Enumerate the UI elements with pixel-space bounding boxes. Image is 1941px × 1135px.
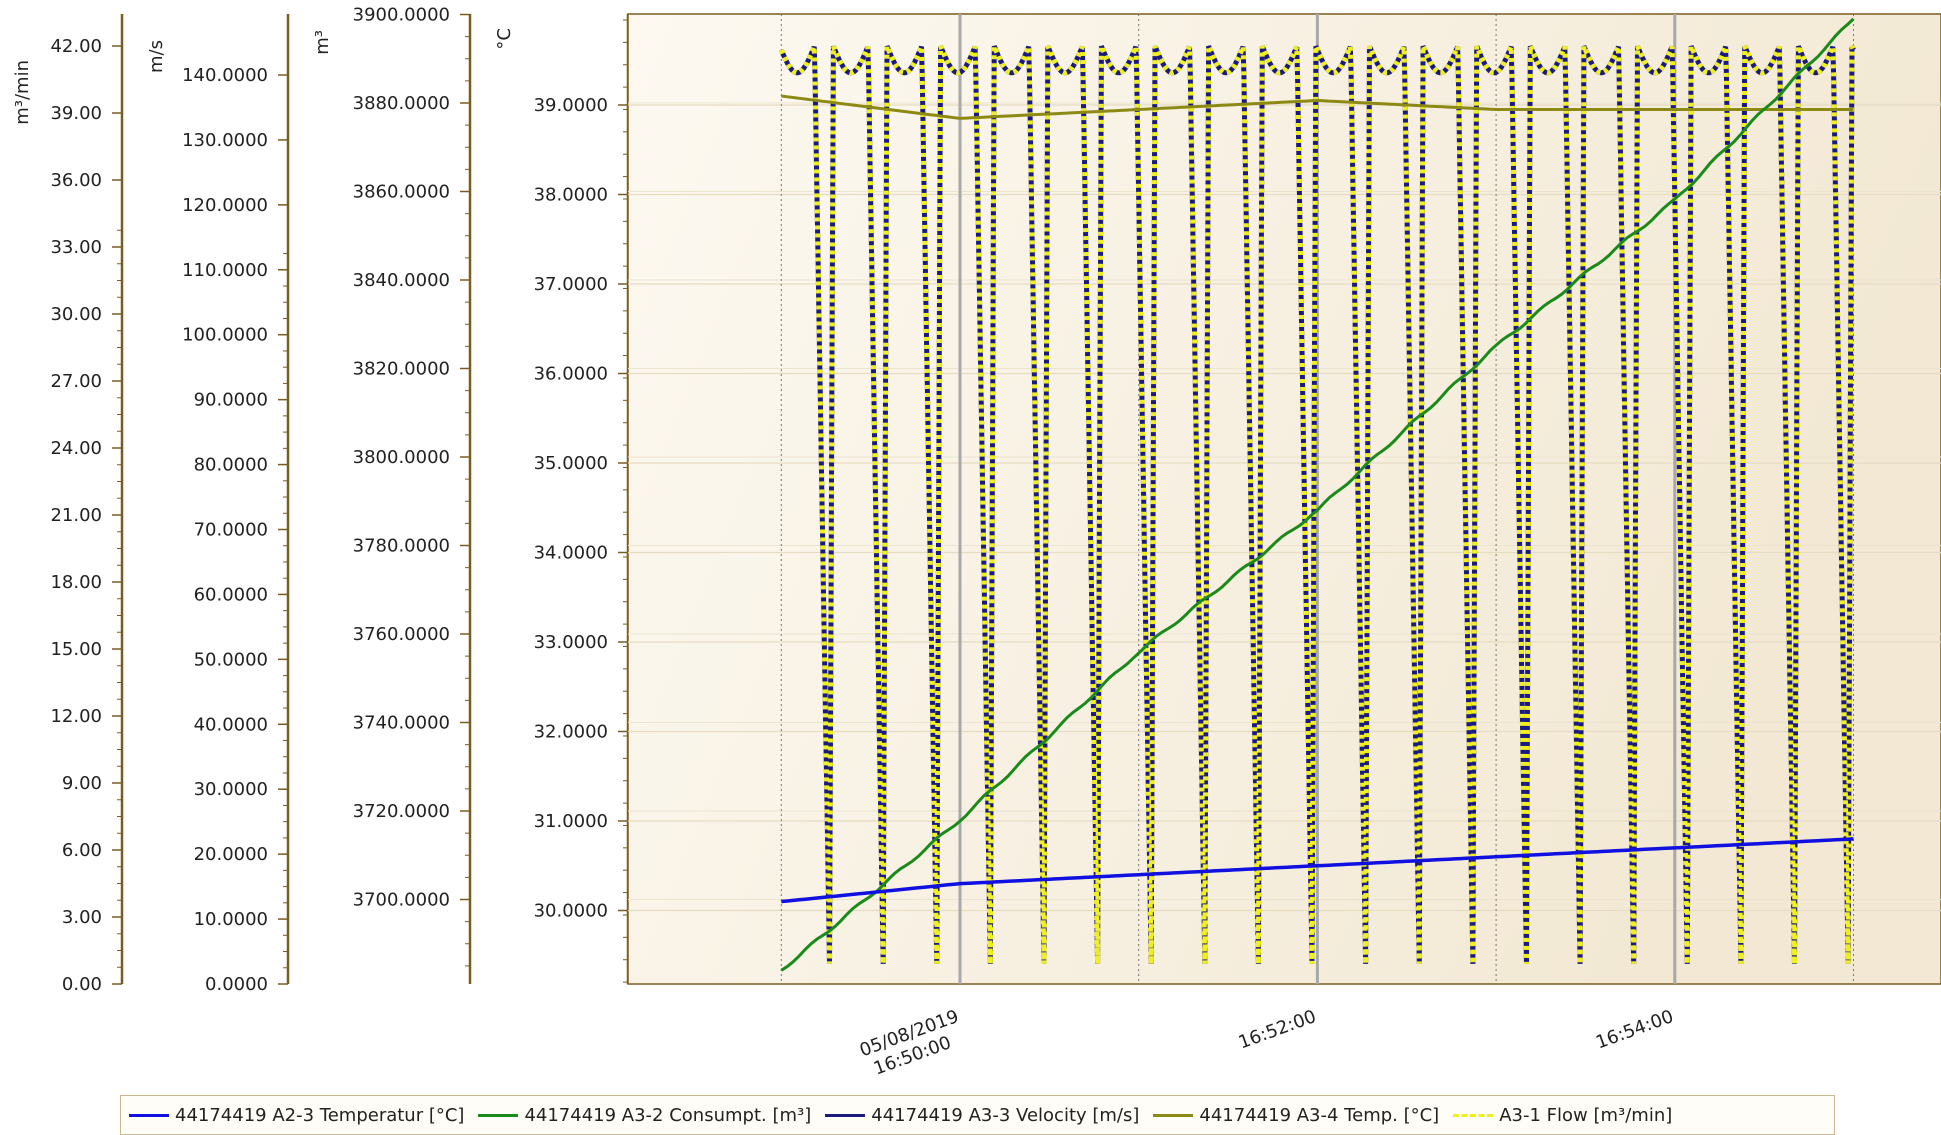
y-tick-label: 3.00 bbox=[62, 907, 102, 928]
y-tick-label: 3780.0000 bbox=[353, 536, 450, 557]
legend-label: 44174419 A3-4 Temp. [°C] bbox=[1199, 1104, 1440, 1126]
y-tick-label: 20.0000 bbox=[194, 844, 268, 865]
series-a23-temperature-line bbox=[781, 837, 1854, 904]
y-tick-label: 31.0000 bbox=[534, 811, 608, 832]
series-consumption-line bbox=[780, 17, 1855, 972]
legend-swatch bbox=[1453, 1113, 1494, 1117]
y-tick-label: 130.0000 bbox=[182, 130, 268, 151]
y-tick-label: 32.0000 bbox=[534, 722, 608, 743]
legend-item: 44174419 A2-3 Temperatur [°C] bbox=[129, 1105, 464, 1126]
y-tick-label: 50.0000 bbox=[194, 649, 268, 670]
legend-swatch bbox=[478, 1113, 519, 1117]
y-tick-label: 140.0000 bbox=[182, 65, 268, 86]
y-axes: m³/min 0.00 3.00 6.00 9.00 12.00 15.00 18.00 21.… bbox=[12, 5, 630, 995]
series bbox=[779, 17, 1856, 972]
y-tick-label: 38.0000 bbox=[534, 185, 608, 206]
y-tick-label: 36.0000 bbox=[534, 364, 608, 385]
y-tick-label: 35.0000 bbox=[534, 453, 608, 474]
y-tick-label: 3720.0000 bbox=[353, 801, 450, 822]
x-tick-time: 16:54:00 bbox=[1593, 1006, 1676, 1053]
legend-label: 44174419 A3-3 Velocity [m/s] bbox=[871, 1104, 1140, 1126]
y-tick-label: 120.0000 bbox=[182, 195, 268, 216]
y-tick-label: 34.0000 bbox=[534, 543, 608, 564]
y-tick-label: 39.00 bbox=[50, 103, 102, 124]
y-tick-label: 0.00 bbox=[62, 974, 102, 995]
y-tick-label: 36.00 bbox=[50, 170, 102, 191]
y-tick-label: 9.00 bbox=[62, 773, 102, 794]
y-tick-label: 15.00 bbox=[50, 639, 102, 660]
y-axis-unit-label: m³/min bbox=[12, 60, 33, 125]
x-tick-group: 16:52:00 bbox=[1236, 1006, 1319, 1053]
legend-label: A3-1 Flow [m³/min] bbox=[1499, 1104, 1673, 1126]
legend-label: 44174419 A3-2 Consumpt. [m³] bbox=[524, 1104, 812, 1126]
y-tick-label: 24.00 bbox=[50, 438, 102, 459]
y-tick-label: 3840.0000 bbox=[353, 270, 450, 291]
y-tick-label: 3820.0000 bbox=[353, 359, 450, 380]
x-tick-time: 16:52:00 bbox=[1236, 1006, 1319, 1053]
y-tick-label: 30.0000 bbox=[194, 779, 268, 800]
y-tick-label: 42.00 bbox=[50, 36, 102, 57]
y-tick-label: 110.0000 bbox=[182, 260, 268, 281]
legend-item: 44174419 A3-3 Velocity [m/s] bbox=[825, 1105, 1139, 1126]
y-axis-unit-label: °C bbox=[494, 28, 515, 50]
y-tick-label: 3860.0000 bbox=[353, 182, 450, 203]
y-tick-label: 3740.0000 bbox=[353, 713, 450, 734]
y-tick-label: 39.0000 bbox=[534, 95, 608, 116]
y-tick-label: 6.00 bbox=[62, 840, 102, 861]
y-tick-label: 70.0000 bbox=[194, 520, 268, 541]
legend-item: 44174419 A3-4 Temp. [°C] bbox=[1153, 1105, 1439, 1126]
legend-item: A3-1 Flow [m³/min] bbox=[1453, 1105, 1672, 1126]
y-tick-label: 3760.0000 bbox=[353, 624, 450, 645]
y-tick-label: 33.00 bbox=[50, 237, 102, 258]
y-tick-label: 18.00 bbox=[50, 572, 102, 593]
y-tick-label: 30.0000 bbox=[534, 901, 608, 922]
y-tick-label: 40.0000 bbox=[194, 714, 268, 735]
legend-swatch bbox=[825, 1113, 866, 1117]
legend-item: 44174419 A3-2 Consumpt. [m³] bbox=[478, 1105, 811, 1126]
legend-swatch bbox=[129, 1113, 169, 1117]
y-tick-label: 3700.0000 bbox=[353, 890, 450, 911]
y-axis-unit-label: m³ bbox=[312, 30, 333, 55]
y-tick-label: 21.00 bbox=[50, 505, 102, 526]
grid bbox=[628, 14, 1941, 984]
y-axis-unit-label: m/s bbox=[146, 40, 167, 73]
y-tick-label: 30.00 bbox=[50, 304, 102, 325]
x-tick-group: 16:54:00 bbox=[1593, 1006, 1676, 1053]
legend: 44174419 A2-3 Temperatur [°C] 44174419 A3… bbox=[120, 1095, 1835, 1135]
y-tick-label: 3880.0000 bbox=[353, 93, 450, 114]
y-tick-label: 12.00 bbox=[50, 706, 102, 727]
y-tick-label: 80.0000 bbox=[194, 455, 268, 476]
y-tick-label: 90.0000 bbox=[194, 390, 268, 411]
y-tick-label: 60.0000 bbox=[194, 584, 268, 605]
y-tick-label: 3900.0000 bbox=[353, 5, 450, 26]
legend-label: 44174419 A2-3 Temperatur [°C] bbox=[175, 1104, 465, 1126]
plot-area bbox=[627, 13, 1941, 985]
y-tick-label: 100.0000 bbox=[182, 325, 268, 346]
y-tick-label: 27.00 bbox=[50, 371, 102, 392]
y-tick-label: 10.0000 bbox=[194, 909, 268, 930]
series-a34-temp-line bbox=[781, 94, 1854, 120]
y-tick-label: 33.0000 bbox=[534, 632, 608, 653]
y-tick-label: 3800.0000 bbox=[353, 447, 450, 468]
legend-swatch bbox=[1153, 1113, 1194, 1117]
y-tick-label: 37.0000 bbox=[534, 274, 608, 295]
y-tick-label: 0.0000 bbox=[205, 974, 268, 995]
